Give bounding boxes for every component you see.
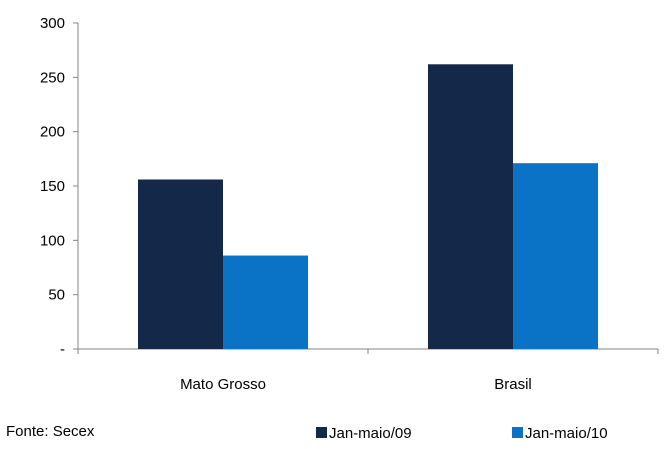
legend-swatch xyxy=(512,427,523,438)
legend-label: Jan-maio/09 xyxy=(329,425,412,442)
y-tick-label: 150 xyxy=(40,178,65,195)
x-axis-labels: Mato Grosso Brasil xyxy=(180,376,532,393)
chart-bars xyxy=(138,64,598,349)
x-tick-label: Mato Grosso xyxy=(180,376,266,393)
legend-item: Jan-maio/09 xyxy=(316,425,412,442)
chart-legend: Jan-maio/09 Jan-maio/10 xyxy=(316,425,608,442)
y-tick-label: 250 xyxy=(40,69,65,86)
source-note: Fonte: Secex xyxy=(6,423,95,440)
y-tick-label: - xyxy=(60,341,65,358)
bar xyxy=(138,179,223,349)
y-tick-label: 300 xyxy=(40,15,65,32)
bar xyxy=(428,64,513,349)
bar xyxy=(513,163,598,349)
y-tick-label: 50 xyxy=(48,287,65,304)
bar xyxy=(223,255,308,349)
x-tick-label: Brasil xyxy=(494,376,532,393)
legend-swatch xyxy=(316,427,327,438)
y-tick-label: 200 xyxy=(40,124,65,141)
legend-label: Jan-maio/10 xyxy=(525,425,608,442)
y-tick-label: 100 xyxy=(40,232,65,249)
legend-item: Jan-maio/10 xyxy=(512,425,608,442)
y-axis-labels: - 50 100 150 200 250 300 xyxy=(40,15,65,358)
